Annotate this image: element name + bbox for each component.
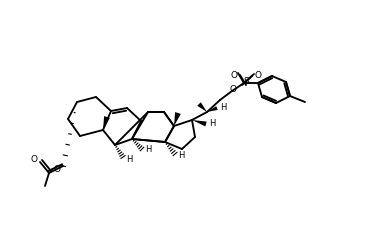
- Text: O: O: [230, 70, 238, 80]
- Text: H: H: [209, 120, 215, 128]
- Text: O: O: [30, 155, 38, 163]
- Text: S: S: [243, 77, 249, 87]
- Text: H: H: [126, 155, 132, 163]
- Text: H: H: [178, 152, 184, 160]
- Polygon shape: [174, 112, 181, 126]
- Text: O: O: [229, 86, 237, 94]
- Polygon shape: [103, 116, 110, 130]
- Text: O: O: [53, 165, 61, 175]
- Polygon shape: [207, 106, 218, 112]
- Polygon shape: [197, 102, 207, 112]
- Text: H: H: [145, 146, 151, 155]
- Text: H: H: [220, 103, 226, 113]
- Polygon shape: [192, 120, 207, 126]
- Text: O: O: [255, 71, 261, 81]
